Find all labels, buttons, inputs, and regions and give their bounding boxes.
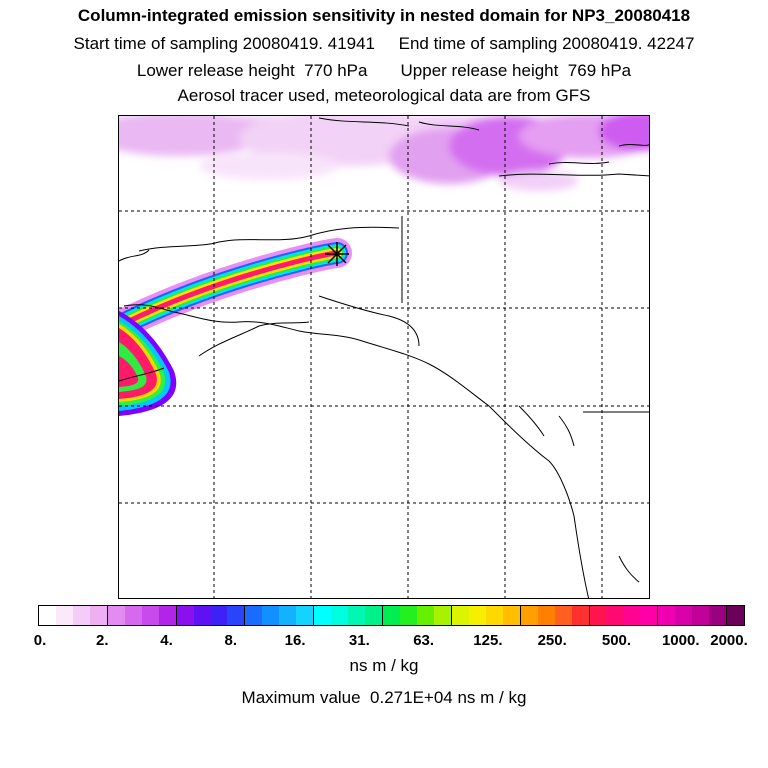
colorbar-segment [313,606,332,625]
colorbar-unit-label: ns m / kg [349,656,419,675]
colorbar-segment [106,606,125,625]
colorbar-tick-label: 31. [348,632,370,649]
colorbar-tick-label: 2000. [710,632,748,649]
colorbar-segment [193,606,211,625]
colorbar-segment [416,606,434,625]
colorbar [38,605,745,626]
colorbar-tick-label: 250. [537,632,567,649]
colorbar-segment [623,606,641,625]
colorbar-tick-label: 4. [160,632,173,649]
colorbar-segment [485,606,503,625]
colorbar-segment [175,606,194,625]
release-height-line: Lower release height 770 hPa Upper relea… [136,61,632,80]
colorbar-segment [296,606,314,625]
colorbar-segment [227,606,245,625]
coastlines [119,117,649,598]
political-boundaries [401,216,649,413]
colorbar-segment [709,606,727,625]
colorbar-tick-label: 125. [473,632,503,649]
colorbar-segment [400,606,417,625]
tracer-info-line: Aerosol tracer used, meteorological data… [177,86,591,105]
colorbar-segment [382,606,401,625]
colorbar-tick-label: 16. [284,632,306,649]
emission-plume [119,238,352,416]
arctic-sensitivity-haze [119,116,649,191]
colorbar-segment [72,606,90,625]
colorbar-segment [726,606,745,625]
colorbar-segment [571,606,589,625]
colorbar-segment [468,606,486,625]
colorbar-segment [89,606,107,625]
colorbar-segment [588,606,607,625]
colorbar-tick-label: 1000. [661,632,700,649]
colorbar-segment [502,606,520,625]
colorbar-segment [554,606,572,625]
colorbar-segment [365,606,383,625]
colorbar-segment [348,606,366,625]
colorbar-segment [141,606,159,625]
colorbar-segment [158,606,176,625]
map-canvas [119,116,649,598]
colorbar-tick-labels: 0. 2. 4. 8. 16. 31. 63. 125. 250. 500. 1000. 2000. [0,632,768,652]
release-star-marker [325,242,349,266]
colorbar-segment [124,606,142,625]
colorbar-segment [692,606,710,625]
colorbar-segment [210,606,228,625]
colorbar-tick-label: 8. [224,632,238,649]
colorbar-tick-label: 63. [413,632,435,649]
lat-lon-grid [119,116,649,598]
maximum-value-line: Maximum value 0.271E+04 ns m / kg [241,688,527,707]
colorbar-tick-label: 0. [33,632,47,649]
colorbar-tick-label: 500. [601,632,632,649]
colorbar-segment [331,606,349,625]
colorbar-segment [606,606,624,625]
colorbar-segment [657,606,676,625]
colorbar-segment [640,606,658,625]
colorbar-segment [537,606,555,625]
colorbar-segment [39,606,56,625]
plot-title: Column-integrated emission sensitivity i… [77,6,691,25]
colorbar-segment [675,606,693,625]
sampling-time-line: Start time of sampling 20080419. 41941 E… [73,34,695,53]
colorbar-segment [519,606,538,625]
colorbar-segment [450,606,469,625]
colorbar-segment [433,606,451,625]
colorbar-segment [55,606,73,625]
colorbar-segment [279,606,297,625]
colorbar-segment [244,606,263,625]
colorbar-tick-label: 2. [96,632,109,649]
map-panel [118,115,650,599]
colorbar-segment [262,606,280,625]
